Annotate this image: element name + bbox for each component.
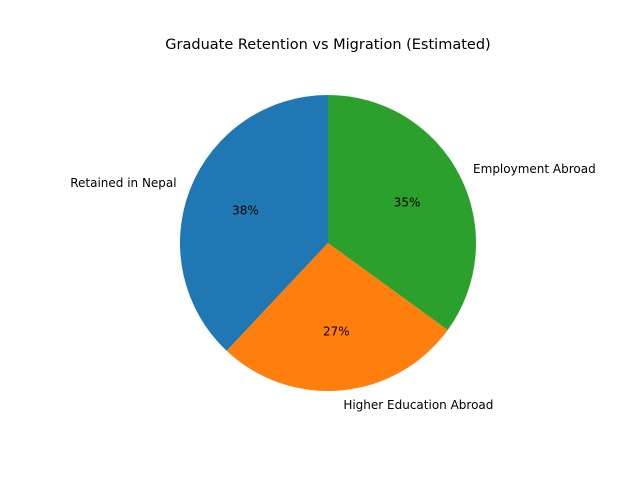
pie-labels: Retained in Nepal 38% Higher Education Abr… <box>70 162 596 412</box>
slice-higher-education-abroad <box>226 243 448 392</box>
slice-retained-in-nepal <box>180 95 328 351</box>
slice-value-higher-education-abroad: 27% <box>323 324 350 338</box>
slice-value-retained-in-nepal: 38% <box>232 203 259 217</box>
slice-label-higher-education-abroad: Higher Education Abroad <box>343 398 493 412</box>
slice-label-employment-abroad: Employment Abroad <box>473 162 596 176</box>
chart-title: Graduate Retention vs Migration (Estimat… <box>165 37 490 53</box>
pie-slices <box>180 95 476 392</box>
slice-value-employment-abroad: 35% <box>394 196 421 210</box>
slice-label-retained-in-nepal: Retained in Nepal <box>70 176 176 190</box>
slice-employment-abroad <box>328 95 476 330</box>
